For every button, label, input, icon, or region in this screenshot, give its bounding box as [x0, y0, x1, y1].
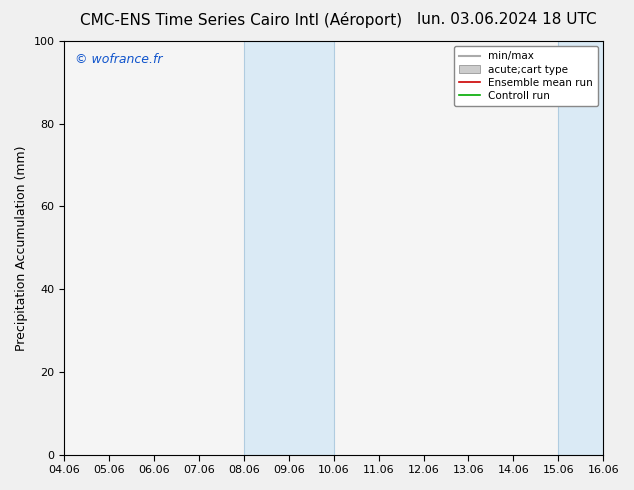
Y-axis label: Precipitation Accumulation (mm): Precipitation Accumulation (mm)	[15, 145, 28, 350]
Legend: min/max, acute;cart type, Ensemble mean run, Controll run: min/max, acute;cart type, Ensemble mean …	[454, 46, 598, 106]
Text: © wofrance.fr: © wofrance.fr	[75, 53, 162, 67]
Bar	[559, 41, 626, 455]
Text: lun. 03.06.2024 18 UTC: lun. 03.06.2024 18 UTC	[417, 12, 597, 27]
Bar	[244, 41, 333, 455]
Text: CMC-ENS Time Series Cairo Intl (Aéroport): CMC-ENS Time Series Cairo Intl (Aéroport…	[80, 12, 402, 28]
